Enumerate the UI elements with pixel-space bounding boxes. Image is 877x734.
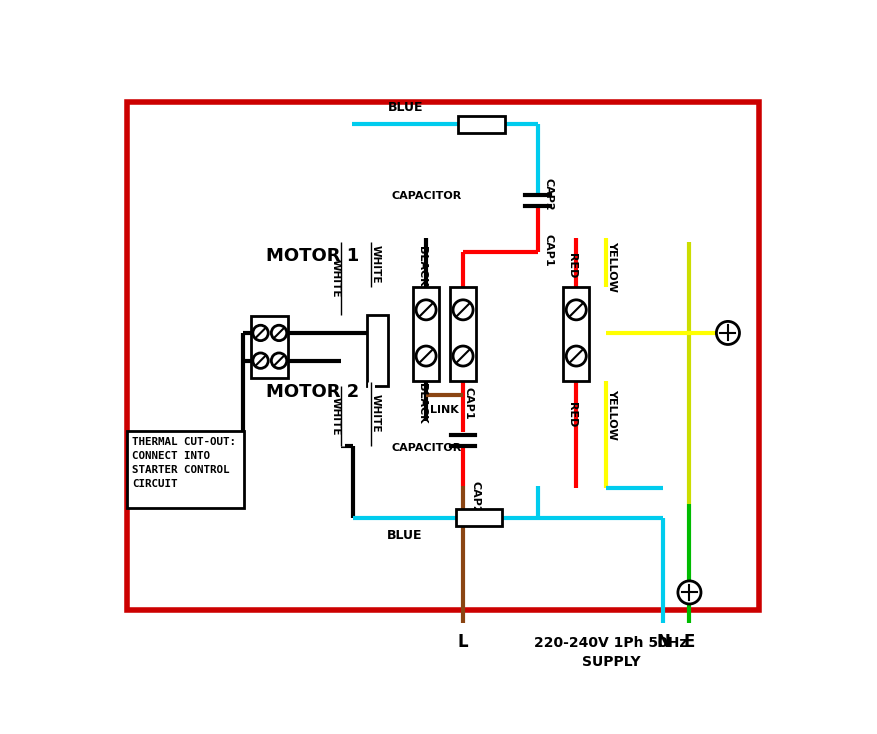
Circle shape	[253, 353, 268, 368]
Circle shape	[416, 346, 436, 366]
Text: LINK: LINK	[430, 405, 459, 415]
Circle shape	[416, 299, 436, 320]
Bar	[251, 316, 288, 377]
Text: CAP2: CAP2	[470, 481, 481, 513]
Bar	[458, 116, 504, 133]
Circle shape	[677, 581, 700, 604]
Text: WHITE: WHITE	[371, 393, 381, 432]
Bar	[367, 315, 388, 386]
Bar	[127, 431, 244, 508]
Text: BLACK: BLACK	[417, 382, 427, 424]
Circle shape	[453, 299, 473, 320]
Text: L: L	[457, 633, 467, 651]
Bar	[127, 102, 758, 610]
Text: WHITE: WHITE	[371, 245, 381, 283]
Text: MOTOR 2: MOTOR 2	[265, 383, 359, 401]
Text: CAPACITOR: CAPACITOR	[391, 191, 461, 201]
Text: E: E	[683, 633, 695, 651]
Text: BLUE: BLUE	[387, 101, 423, 115]
Circle shape	[271, 325, 287, 341]
Bar	[456, 509, 502, 526]
Circle shape	[453, 346, 473, 366]
Text: THERMAL CUT-OUT:
CONNECT INTO
STARTER CONTROL
CIRCUIT: THERMAL CUT-OUT: CONNECT INTO STARTER CO…	[132, 437, 236, 489]
Text: BLUE: BLUE	[387, 528, 422, 542]
Bar	[412, 287, 438, 381]
Text: WHITE: WHITE	[331, 259, 340, 297]
Text: RED: RED	[567, 402, 577, 427]
Text: CAPACITOR: CAPACITOR	[391, 443, 461, 454]
Text: MOTOR 1: MOTOR 1	[265, 247, 359, 265]
Text: CAP1: CAP1	[463, 387, 473, 419]
Text: YELLOW: YELLOW	[606, 389, 616, 440]
Text: N: N	[656, 633, 669, 651]
Circle shape	[566, 299, 586, 320]
Circle shape	[253, 325, 268, 341]
Text: 220-240V 1Ph 50Hz
SUPPLY: 220-240V 1Ph 50Hz SUPPLY	[533, 636, 687, 669]
Text: RED: RED	[567, 253, 577, 279]
Text: CAP2: CAP2	[543, 178, 553, 211]
Circle shape	[716, 321, 738, 344]
Text: YELLOW: YELLOW	[606, 241, 616, 291]
Text: WHITE: WHITE	[331, 397, 340, 435]
Bar	[562, 287, 588, 381]
Text: CAP1: CAP1	[543, 234, 553, 267]
Text: BLACK: BLACK	[417, 246, 427, 286]
Bar	[450, 287, 475, 381]
Circle shape	[271, 353, 287, 368]
Circle shape	[566, 346, 586, 366]
